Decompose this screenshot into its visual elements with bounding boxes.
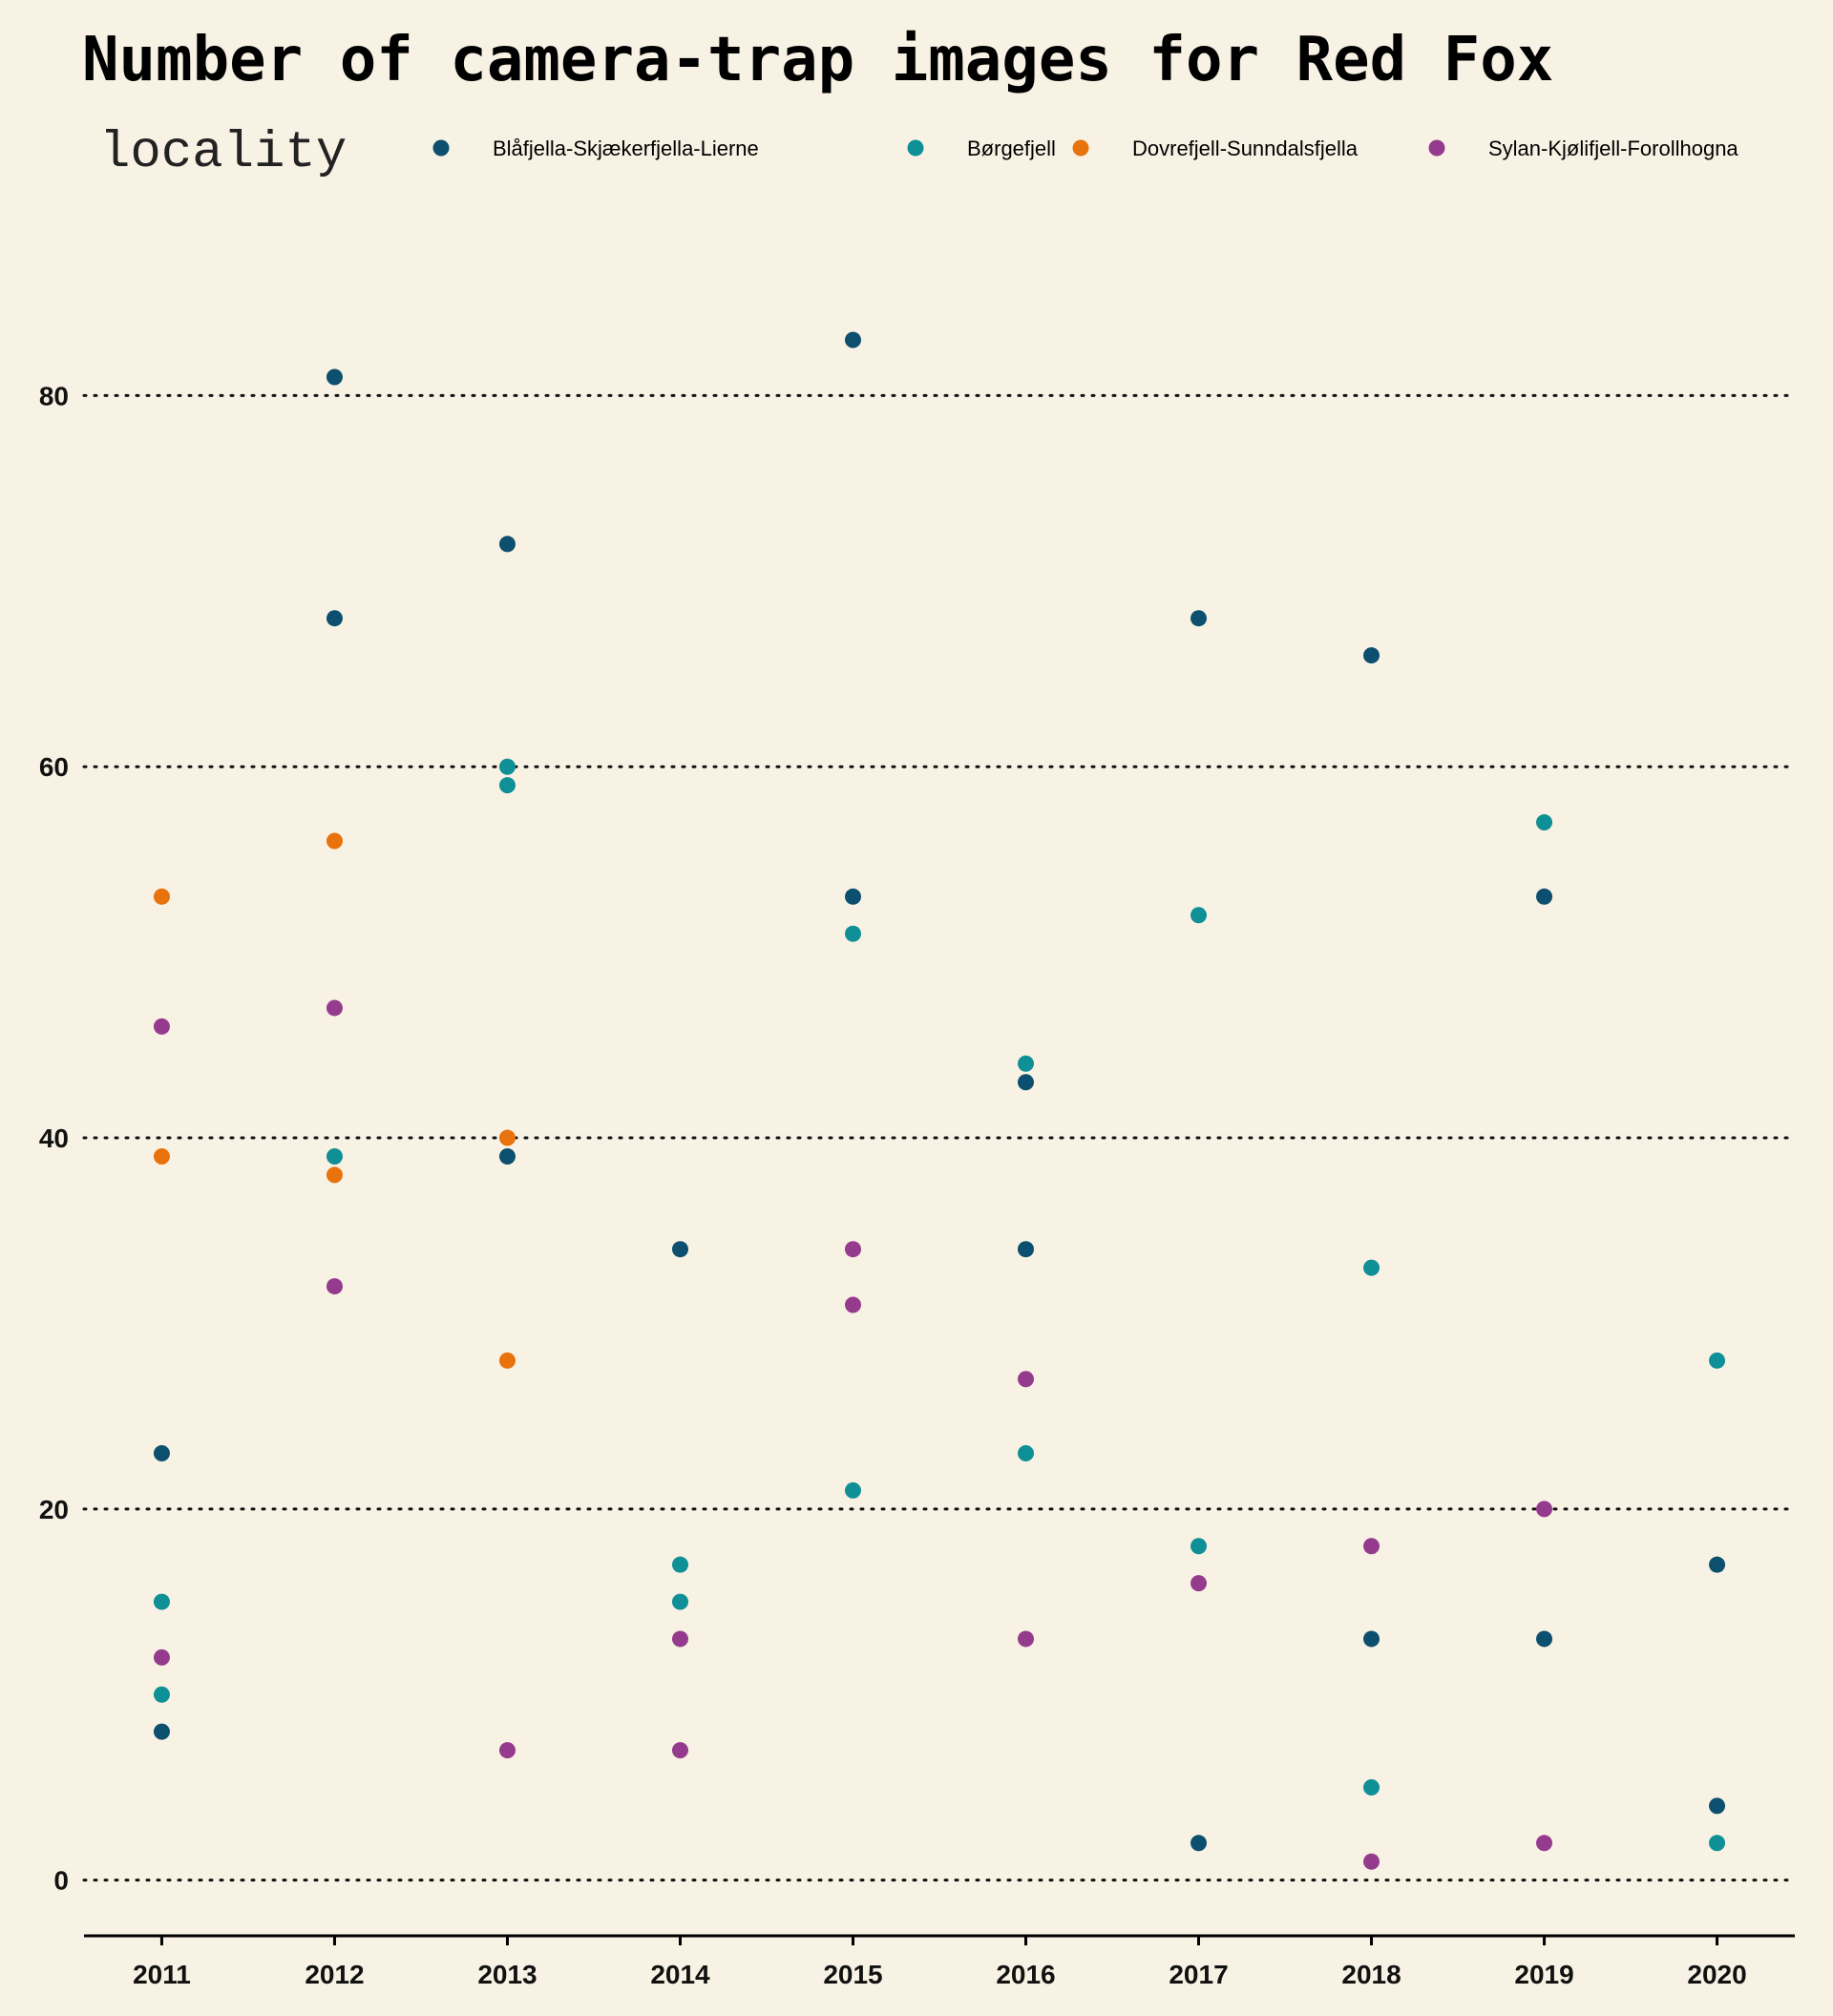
point-dovrefjell-sunndalsfjella-2011-39 [153,1147,170,1165]
point-blafjella-skj-kerfjella-lierne-2020-17 [1709,1556,1726,1573]
point-dovrefjell-sunndalsfjella-2011-53 [153,888,170,905]
point-sylan-kj-lifjell-forollhogna-2014-13 [671,1630,688,1648]
x-tick-label-2017: 2017 [1169,1960,1228,1989]
point-blafjella-skj-kerfjella-lierne-2018-13 [1363,1630,1380,1648]
y-tick-label-80: 80 [39,381,69,410]
legend-marker-dovrefjell-sunndalsfjella [1072,139,1089,157]
legend-title: locality [99,124,347,182]
point-sylan-kj-lifjell-forollhogna-2016-27 [1018,1371,1035,1388]
point-blafjella-skj-kerfjella-lierne-2018-66 [1363,647,1380,664]
point-blafjella-skj-kerfjella-lierne-2013-39 [498,1147,516,1165]
point-sylan-kj-lifjell-forollhogna-2012-32 [326,1278,343,1295]
point-blafjella-skj-kerfjella-lierne-2017-68 [1190,610,1208,627]
point-b-rgefjell-2011-10 [153,1686,170,1703]
x-tick-label-2012: 2012 [305,1960,364,1989]
legend-label-sylan-kj-lifjell-forollhogna: Sylan-Kjølifjell-Forollhogna [1488,136,1738,160]
point-sylan-kj-lifjell-forollhogna-2014-7 [671,1742,688,1759]
point-b-rgefjell-2018-5 [1363,1778,1380,1796]
y-tick-label-20: 20 [39,1495,69,1524]
point-sylan-kj-lifjell-forollhogna-2011-46 [153,1018,170,1035]
x-tick-label-2014: 2014 [650,1960,710,1989]
point-b-rgefjell-2013-60 [498,758,516,775]
x-tick-label-2020: 2020 [1687,1960,1746,1989]
point-blafjella-skj-kerfjella-lierne-2011-8 [153,1723,170,1740]
x-tick-label-2015: 2015 [823,1960,882,1989]
point-b-rgefjell-2016-44 [1018,1055,1035,1072]
point-blafjella-skj-kerfjella-lierne-2014-34 [671,1241,688,1258]
point-b-rgefjell-2015-21 [844,1481,861,1499]
point-b-rgefjell-2018-33 [1363,1259,1380,1276]
point-blafjella-skj-kerfjella-lierne-2019-53 [1536,888,1553,905]
point-blafjella-skj-kerfjella-lierne-2019-13 [1536,1630,1553,1648]
point-b-rgefjell-2017-52 [1190,907,1208,924]
point-b-rgefjell-2014-15 [671,1593,688,1610]
point-b-rgefjell-2020-28 [1709,1352,1726,1369]
y-tick-label-40: 40 [39,1124,69,1153]
point-sylan-kj-lifjell-forollhogna-2013-7 [498,1742,516,1759]
point-dovrefjell-sunndalsfjella-2012-56 [326,832,343,850]
point-blafjella-skj-kerfjella-lierne-2016-34 [1018,1241,1035,1258]
point-blafjella-skj-kerfjella-lierne-2013-72 [498,536,516,553]
point-sylan-kj-lifjell-forollhogna-2012-47 [326,999,343,1017]
point-sylan-kj-lifjell-forollhogna-2018-18 [1363,1538,1380,1555]
point-sylan-kj-lifjell-forollhogna-2011-12 [153,1648,170,1666]
point-blafjella-skj-kerfjella-lierne-2011-23 [153,1445,170,1462]
legend-marker-b-rgefjell [907,139,924,157]
x-tick-label-2013: 2013 [477,1960,537,1989]
y-axis: 0 20 40 60 80 [39,381,69,1895]
point-b-rgefjell-2012-39 [326,1147,343,1165]
x-tick-label-2016: 2016 [996,1960,1055,1989]
point-sylan-kj-lifjell-forollhogna-2017-16 [1190,1575,1208,1592]
point-sylan-kj-lifjell-forollhogna-2018-1 [1363,1853,1380,1870]
point-blafjella-skj-kerfjella-lierne-2016-43 [1018,1074,1035,1091]
point-b-rgefjell-2015-51 [844,925,861,942]
point-b-rgefjell-2013-59 [498,777,516,794]
x-tick-label-2011: 2011 [133,1960,191,1989]
x-tick-label-2018: 2018 [1341,1960,1401,1989]
legend-label-blafjella-skj-kerfjella-lierne: Blåfjella-Skjækerfjella-Lierne [493,136,759,160]
point-dovrefjell-sunndalsfjella-2013-28 [498,1352,516,1369]
point-b-rgefjell-2014-17 [671,1556,688,1573]
x-tick-label-2019: 2019 [1514,1960,1573,1989]
point-sylan-kj-lifjell-forollhogna-2019-20 [1536,1501,1553,1518]
data-points [153,331,1726,1870]
y-tick-label-0: 0 [53,1866,69,1896]
point-blafjella-skj-kerfjella-lierne-2015-83 [844,331,861,348]
point-b-rgefjell-2019-57 [1536,814,1553,831]
legend-label-b-rgefjell: Børgefjell [967,136,1056,160]
point-blafjella-skj-kerfjella-lierne-2020-4 [1709,1797,1726,1815]
point-blafjella-skj-kerfjella-lierne-2015-53 [844,888,861,905]
y-tick-label-60: 60 [39,752,69,782]
point-sylan-kj-lifjell-forollhogna-2015-31 [844,1296,861,1313]
point-sylan-kj-lifjell-forollhogna-2016-13 [1018,1630,1035,1648]
legend: Blåfjella-Skjækerfjella-Lierne Børgefjell… [432,136,1738,160]
point-blafjella-skj-kerfjella-lierne-2012-68 [326,610,343,627]
point-blafjella-skj-kerfjella-lierne-2012-81 [326,368,343,386]
legend-label-dovrefjell-sunndalsfjella: Dovrefjell-Sunndalsfjella [1132,136,1359,160]
chart-title: Number of camera-trap images for Red Fox [82,25,1553,95]
point-dovrefjell-sunndalsfjella-2012-38 [326,1166,343,1184]
point-b-rgefjell-2017-18 [1190,1538,1208,1555]
point-b-rgefjell-2011-15 [153,1593,170,1610]
point-dovrefjell-sunndalsfjella-2013-40 [498,1129,516,1146]
point-b-rgefjell-2020-2 [1709,1835,1726,1852]
point-blafjella-skj-kerfjella-lierne-2017-2 [1190,1835,1208,1852]
point-sylan-kj-lifjell-forollhogna-2019-2 [1536,1835,1553,1852]
grid-lines [82,393,1797,1882]
x-axis: 2011 2012 2013 2014 2015 2016 2017 2018 2019 2020 [84,1934,1795,1989]
point-b-rgefjell-2016-23 [1018,1445,1035,1462]
point-sylan-kj-lifjell-forollhogna-2015-34 [844,1241,861,1258]
legend-marker-sylan-kj-lifjell-forollhogna [1428,139,1445,157]
legend-marker-blafjella-skj-kerfjella-lierne [432,139,450,157]
